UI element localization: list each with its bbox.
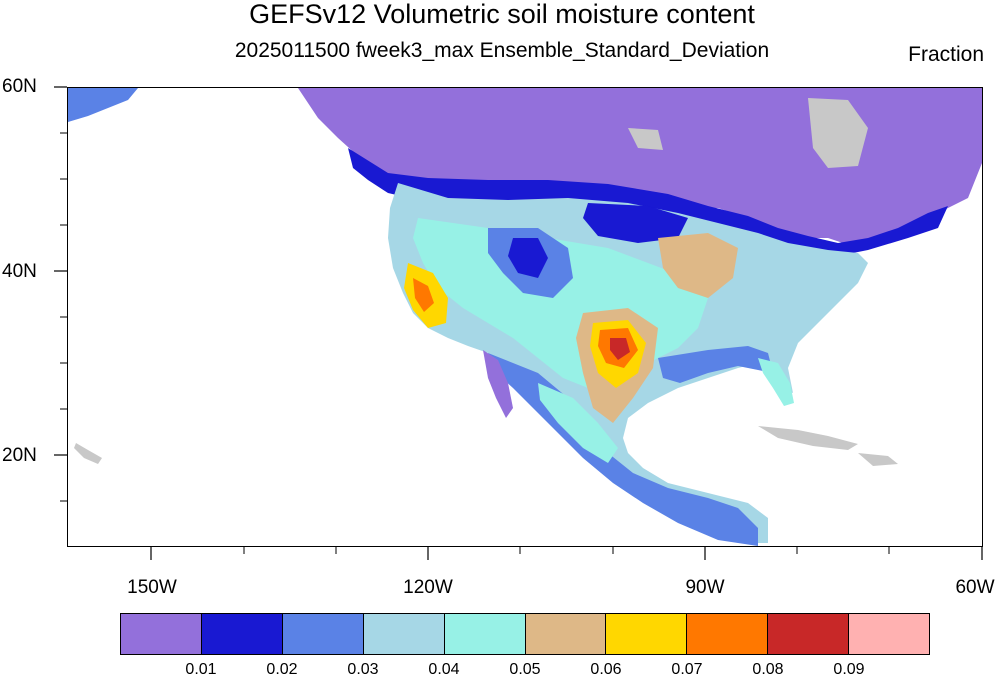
region-california-core bbox=[413, 278, 434, 312]
lat-label-20n: 20N bbox=[2, 445, 37, 466]
colorbar-label: 0.09 bbox=[833, 661, 865, 678]
region-alaska-coast bbox=[68, 88, 138, 122]
lat-label-60n: 60N bbox=[2, 76, 37, 97]
colorbar-label: 0.05 bbox=[509, 661, 541, 678]
colorbar-box-7 bbox=[606, 614, 688, 654]
region-florida bbox=[758, 358, 794, 406]
colorbar-box-3 bbox=[282, 614, 364, 654]
map-title: GEFSv12 Volumetric soil moisture content bbox=[249, 0, 755, 29]
region-cuba bbox=[758, 426, 858, 450]
lon-label-120w: 120W bbox=[403, 577, 453, 598]
colorbar-label: 0.06 bbox=[590, 661, 622, 678]
region-gulf-coast bbox=[658, 346, 773, 383]
colorbar-box-10 bbox=[849, 614, 930, 654]
region-hudson-gaps bbox=[628, 128, 663, 150]
colorbar-label: 0.02 bbox=[266, 661, 298, 678]
colorbar-box-5 bbox=[444, 614, 526, 654]
region-northern-band bbox=[348, 148, 948, 256]
colorbar bbox=[120, 613, 930, 655]
region-baja bbox=[483, 350, 513, 418]
map-subtitle: 2025011500 fweek3_max Ensemble_Standard_… bbox=[234, 39, 770, 62]
units-label: Fraction bbox=[908, 43, 984, 66]
colorbar-box-2 bbox=[201, 614, 283, 654]
colorbar-label: 0.08 bbox=[752, 661, 784, 678]
region-midwest bbox=[658, 233, 738, 298]
soil-moisture-map bbox=[68, 88, 982, 546]
colorbar-box-4 bbox=[363, 614, 445, 654]
region-wyoming bbox=[508, 238, 548, 278]
lat-label-40n: 40N bbox=[2, 261, 37, 282]
region-mexico-plateau bbox=[538, 383, 618, 463]
region-hispaniola bbox=[858, 453, 898, 466]
colorbar-box-1 bbox=[121, 614, 202, 654]
region-greenland-edge bbox=[808, 98, 868, 168]
region-northern-plains bbox=[583, 203, 688, 243]
colorbar-label: 0.07 bbox=[671, 661, 703, 678]
colorbar-box-9 bbox=[768, 614, 850, 654]
colorbar-box-8 bbox=[687, 614, 769, 654]
colorbar-label: 0.04 bbox=[428, 661, 460, 678]
region-texas-red bbox=[610, 338, 630, 360]
colorbar-label: 0.01 bbox=[185, 661, 217, 678]
colorbar-box-6 bbox=[525, 614, 607, 654]
lon-label-150w: 150W bbox=[127, 577, 177, 598]
lon-label-60w: 60W bbox=[955, 577, 995, 598]
colorbar-label: 0.03 bbox=[347, 661, 379, 678]
lon-label-90w: 90W bbox=[685, 577, 725, 598]
map-plot-area bbox=[67, 87, 983, 547]
region-hawaii bbox=[74, 443, 102, 464]
